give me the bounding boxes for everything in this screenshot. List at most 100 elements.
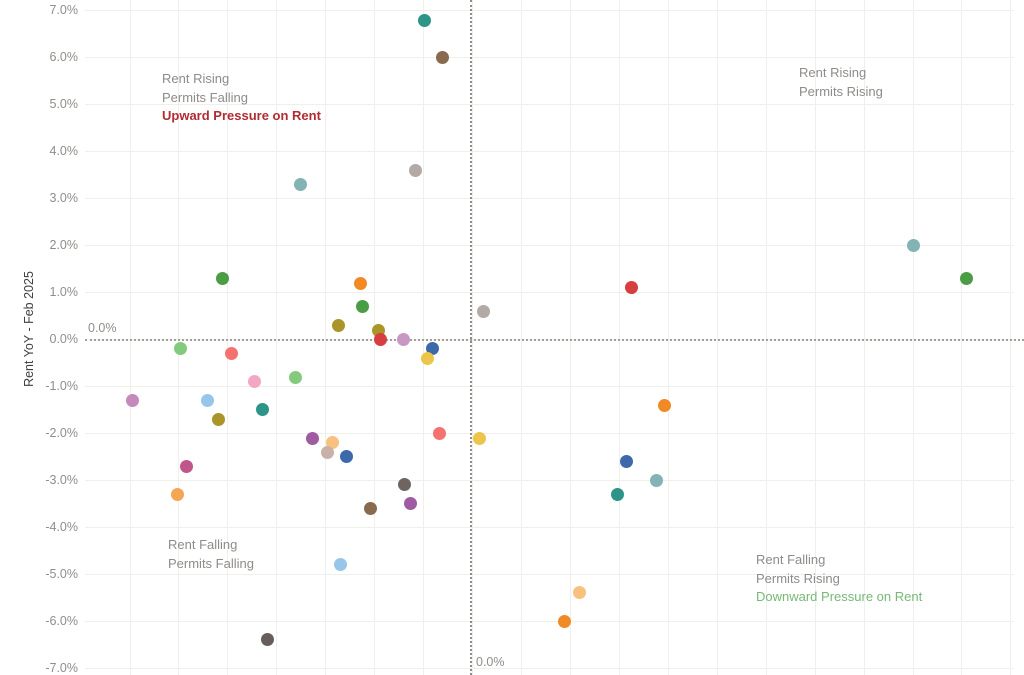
data-point[interactable]	[339, 450, 353, 464]
data-point[interactable]	[353, 276, 367, 290]
vertical-gridline	[1010, 0, 1012, 675]
annotation-line: Permits Rising	[799, 83, 883, 99]
data-point[interactable]	[320, 445, 334, 459]
horizontal-gridline	[85, 151, 1014, 153]
permits-zero-line-label: 0.0%	[476, 655, 505, 669]
y-axis-tick-label: -2.0%	[45, 425, 78, 440]
horizontal-gridline	[85, 385, 1014, 387]
data-point[interactable]	[959, 271, 973, 285]
data-point[interactable]	[557, 614, 571, 628]
y-axis-title: Rent YoY - Feb 2025	[22, 271, 36, 387]
data-point[interactable]	[472, 431, 486, 445]
vertical-gridline	[667, 0, 669, 675]
vertical-gridline	[227, 0, 229, 675]
data-point[interactable]	[331, 318, 345, 332]
y-axis-tick-label: -1.0%	[45, 378, 78, 393]
y-axis-tick-label: -3.0%	[45, 472, 78, 487]
data-point[interactable]	[305, 431, 319, 445]
horizontal-gridline	[85, 573, 1014, 575]
horizontal-gridline	[85, 245, 1014, 247]
vertical-gridline	[716, 0, 718, 675]
vertical-gridline	[521, 0, 523, 675]
rent-zero-line-label: 0.0%	[88, 321, 117, 335]
data-point[interactable]	[224, 347, 238, 361]
annotation-line: Permits Falling	[162, 89, 248, 105]
data-point[interactable]	[572, 586, 586, 600]
y-axis-tick-label: -7.0%	[45, 660, 78, 675]
horizontal-gridline	[85, 432, 1014, 434]
data-point[interactable]	[906, 239, 920, 253]
vertical-gridline	[569, 0, 571, 675]
data-point[interactable]	[403, 497, 417, 511]
data-point[interactable]	[624, 281, 638, 295]
y-axis-tick-label: 2.0%	[49, 238, 79, 253]
vertical-gridline	[423, 0, 425, 675]
data-point[interactable]	[373, 333, 387, 346]
data-point[interactable]	[649, 473, 663, 487]
y-axis-tick-label: 4.0%	[49, 144, 79, 159]
vertical-gridline	[325, 0, 327, 675]
horizontal-gridline	[85, 620, 1014, 622]
horizontal-gridline	[85, 292, 1014, 294]
data-point[interactable]	[397, 478, 411, 492]
permits-zero-reference-line	[470, 0, 472, 675]
vertical-gridline	[863, 0, 865, 675]
data-point[interactable]	[293, 178, 307, 192]
vertical-gridline	[912, 0, 914, 675]
vertical-gridline	[961, 0, 963, 675]
data-point[interactable]	[255, 403, 269, 417]
data-point[interactable]	[408, 164, 422, 178]
horizontal-gridline	[85, 479, 1014, 481]
data-point[interactable]	[619, 455, 633, 469]
data-point[interactable]	[260, 633, 274, 647]
annotation-line: Rent Rising	[162, 71, 230, 86]
data-point[interactable]	[247, 375, 261, 389]
annotation-top-right: Rent Rising Permits Rising	[799, 64, 883, 101]
data-point[interactable]	[288, 370, 302, 384]
data-point[interactable]	[610, 487, 624, 501]
annotation-line: Permits Rising	[756, 570, 840, 586]
horizontal-gridline	[85, 198, 1014, 200]
annotation-top-left: Rent Rising Permits Falling Upward Press…	[162, 70, 321, 126]
data-point[interactable]	[211, 412, 225, 426]
data-point[interactable]	[432, 426, 446, 440]
data-point[interactable]	[173, 342, 187, 356]
data-point[interactable]	[420, 351, 434, 365]
data-point[interactable]	[215, 271, 229, 285]
data-point[interactable]	[657, 398, 671, 412]
data-point[interactable]	[435, 51, 449, 65]
horizontal-gridline	[85, 526, 1014, 528]
data-point[interactable]	[396, 333, 410, 346]
vertical-gridline	[178, 0, 180, 675]
horizontal-gridline	[85, 667, 1014, 669]
horizontal-gridline	[85, 57, 1014, 59]
y-axis-tick-label: 7.0%	[49, 3, 79, 18]
data-point[interactable]	[125, 394, 139, 407]
y-axis-tick-label: -6.0%	[45, 613, 78, 628]
annotation-line: Rent Falling	[168, 537, 238, 552]
data-point[interactable]	[417, 13, 431, 27]
horizontal-gridline	[85, 104, 1014, 106]
data-point[interactable]	[333, 558, 347, 572]
annotation-highlight-upward-pressure: Upward Pressure on Rent	[162, 108, 321, 123]
annotation-line: Rent Falling	[756, 552, 826, 567]
vertical-gridline	[765, 0, 767, 675]
y-axis-tick-label: -4.0%	[45, 519, 78, 534]
data-point[interactable]	[476, 304, 490, 318]
annotation-bottom-right: Rent Falling Permits Rising Downward Pre…	[756, 551, 922, 607]
annotation-line: Permits Falling	[168, 555, 254, 571]
y-axis-tick-label: -5.0%	[45, 566, 78, 581]
data-point[interactable]	[355, 300, 369, 314]
y-axis-tick-label: 0.0%	[49, 332, 79, 346]
data-point[interactable]	[179, 459, 193, 473]
y-axis-tick-label: 1.0%	[49, 285, 79, 300]
data-point[interactable]	[363, 501, 377, 515]
vertical-gridline	[814, 0, 816, 675]
annotation-line: Rent Rising	[799, 65, 867, 80]
data-point[interactable]	[200, 394, 214, 407]
data-point[interactable]	[170, 487, 184, 501]
annotation-highlight-downward-pressure: Downward Pressure on Rent	[756, 589, 923, 604]
vertical-gridline	[276, 0, 278, 675]
y-axis-tick-label: 5.0%	[49, 97, 79, 112]
